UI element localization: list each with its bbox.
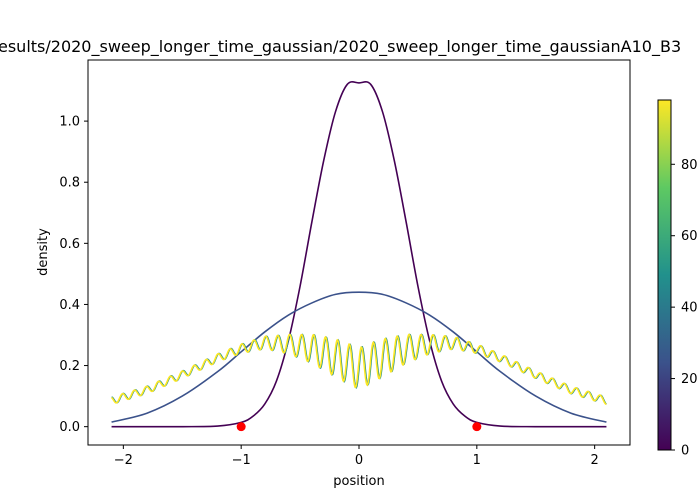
x-tick-label: −2 [114,453,133,468]
colorbar [657,99,672,451]
x-tick-label: 2 [591,453,599,468]
y-axis-label: density [36,228,51,276]
marker-point [236,422,246,432]
x-axis-label: position [333,474,385,489]
colorbar-tick-label: 40 [681,301,698,316]
colorbar-tick-label: 0 [681,444,689,459]
y-tick-label: 0.0 [59,420,80,435]
y-tick-label: 1.0 [59,115,80,130]
series-line-0 [111,81,607,428]
colorbar-tick-label: 60 [681,229,698,244]
plot-area [87,59,631,446]
y-tick-label: 0.2 [59,359,80,374]
chart-title: esults/2020_sweep_longer_time_gaussian/2… [0,37,681,57]
colorbar-tick-label: 80 [681,158,698,173]
x-tick-label: 0 [355,453,363,468]
series-group [111,81,607,428]
marker-point [472,422,482,432]
y-tick-label: 0.8 [59,176,80,191]
x-tick-label: −1 [232,453,251,468]
x-tick-label: 1 [473,453,481,468]
series-line-3 [111,333,607,406]
marker-group [236,422,482,432]
y-tick-label: 0.6 [59,237,80,252]
colorbar-ticks: 0 20 40 60 80 [671,158,698,459]
x-axis-ticks: −2 −1 0 1 2 [114,445,599,468]
y-tick-label: 0.4 [59,298,80,313]
colorbar-tick-label: 20 [681,372,698,387]
series-line-1 [111,291,607,423]
y-axis-ticks: 0.0 0.2 0.4 0.6 0.8 1.0 [59,115,88,435]
